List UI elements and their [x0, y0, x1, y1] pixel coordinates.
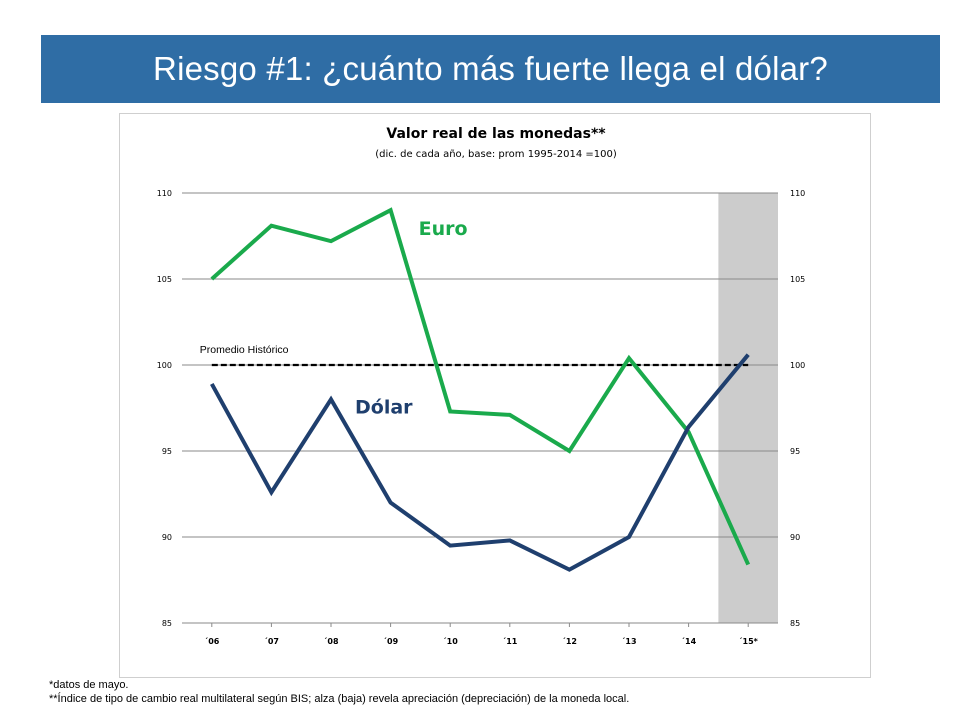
y-tick-label-right: 110: [790, 189, 805, 198]
shaded-period-band: [718, 193, 778, 623]
series-line-euro: [210, 207, 751, 566]
x-tick-label: ´13: [621, 636, 636, 646]
y-tick-label-right: 105: [790, 275, 805, 284]
y-tick-label-left: 100: [157, 361, 172, 370]
slide-title: Riesgo #1: ¿cuánto más fuerte llega el d…: [153, 50, 828, 87]
y-tick-label-left: 110: [157, 189, 172, 198]
y-tick-label-left: 95: [162, 447, 172, 456]
footnote-index-definition: **Índice de tipo de cambio real multilat…: [49, 693, 630, 705]
x-tick-label: ´09: [383, 636, 399, 646]
title-banner: Riesgo #1: ¿cuánto más fuerte llega el d…: [41, 35, 940, 103]
series-label-dólar: Dólar: [355, 396, 413, 418]
line-chart: Valor real de las monedas** (dic. de cad…: [157, 126, 806, 646]
chart-subtitle: (dic. de cada año, base: prom 1995-2014 …: [375, 149, 617, 160]
chart-frame: Valor real de las monedas** (dic. de cad…: [119, 113, 871, 678]
x-tick-label: ´06: [204, 636, 220, 646]
y-tick-label-right: 90: [790, 533, 800, 542]
reference-line-label: Promedio Histórico: [200, 344, 289, 356]
x-tick-label: ´10: [443, 636, 459, 646]
x-tick-label: ´11: [502, 636, 518, 646]
y-tick-label-left: 105: [157, 275, 172, 284]
footnotes: *datos de mayo. **Índice de tipo de camb…: [49, 678, 629, 706]
y-tick-label-left: 85: [162, 619, 172, 628]
series-label-euro: Euro: [419, 218, 468, 240]
y-tick-label-right: 85: [790, 619, 800, 628]
x-tick-label: ´14: [681, 636, 697, 646]
series-line-dólar: [210, 353, 750, 572]
x-tick-label: ´07: [264, 636, 279, 646]
x-tick-label: ´15*: [739, 636, 759, 646]
plot-area: 85 85 90 90 95 95 100 100 105 105 110 110 ´06 ´07 ´08 ´…: [157, 189, 806, 646]
chart-title: Valor real de las monedas**: [386, 126, 606, 142]
y-tick-label-right: 100: [790, 361, 805, 370]
y-tick-label-left: 90: [162, 533, 172, 542]
x-tick-label: ´08: [323, 636, 339, 646]
y-tick-label-right: 95: [790, 447, 800, 456]
footnote-data-date: *datos de mayo.: [49, 679, 129, 691]
x-tick-label: ´12: [562, 636, 577, 646]
